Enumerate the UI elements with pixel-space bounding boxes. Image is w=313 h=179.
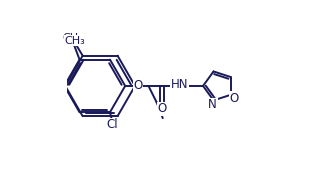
Text: O: O [229,92,239,105]
Text: HN: HN [171,78,188,91]
Text: N: N [208,98,217,111]
Text: O: O [157,102,167,115]
Text: CH₃: CH₃ [62,33,83,43]
Text: Cl: Cl [106,118,118,131]
Text: CH₃: CH₃ [65,36,85,46]
Text: O: O [134,79,143,92]
